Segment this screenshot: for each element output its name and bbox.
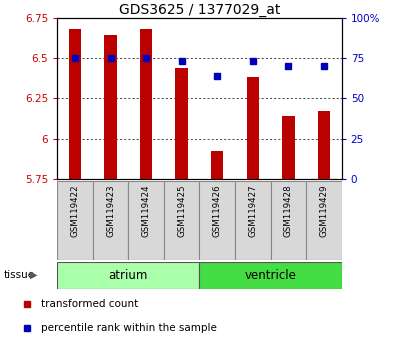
Text: ventricle: ventricle bbox=[245, 269, 297, 282]
Text: GSM119427: GSM119427 bbox=[248, 184, 257, 237]
Text: GSM119423: GSM119423 bbox=[106, 184, 115, 237]
Text: transformed count: transformed count bbox=[41, 299, 139, 309]
Text: GSM119422: GSM119422 bbox=[71, 184, 79, 237]
Bar bbox=[318, 111, 330, 179]
Bar bbox=[93, 181, 128, 260]
Text: tissue: tissue bbox=[4, 270, 35, 280]
Bar bbox=[235, 181, 271, 260]
Text: percentile rank within the sample: percentile rank within the sample bbox=[41, 323, 217, 333]
Text: GSM119426: GSM119426 bbox=[213, 184, 222, 237]
Text: GSM119429: GSM119429 bbox=[320, 184, 328, 237]
Text: GSM119428: GSM119428 bbox=[284, 184, 293, 237]
Bar bbox=[69, 29, 81, 179]
Text: atrium: atrium bbox=[109, 269, 148, 282]
Bar bbox=[271, 181, 306, 260]
Bar bbox=[164, 181, 199, 260]
Bar bbox=[199, 262, 342, 289]
Bar bbox=[246, 77, 259, 179]
Bar bbox=[175, 68, 188, 179]
Bar bbox=[104, 35, 117, 179]
Text: ▶: ▶ bbox=[30, 270, 37, 280]
Bar bbox=[199, 181, 235, 260]
Bar bbox=[128, 181, 164, 260]
Text: GSM119425: GSM119425 bbox=[177, 184, 186, 237]
Bar bbox=[57, 181, 93, 260]
Bar bbox=[140, 29, 152, 179]
Bar bbox=[306, 181, 342, 260]
Bar bbox=[282, 116, 295, 179]
Title: GDS3625 / 1377029_at: GDS3625 / 1377029_at bbox=[119, 3, 280, 17]
Text: GSM119424: GSM119424 bbox=[142, 184, 150, 237]
Bar bbox=[57, 262, 199, 289]
Bar bbox=[211, 152, 224, 179]
